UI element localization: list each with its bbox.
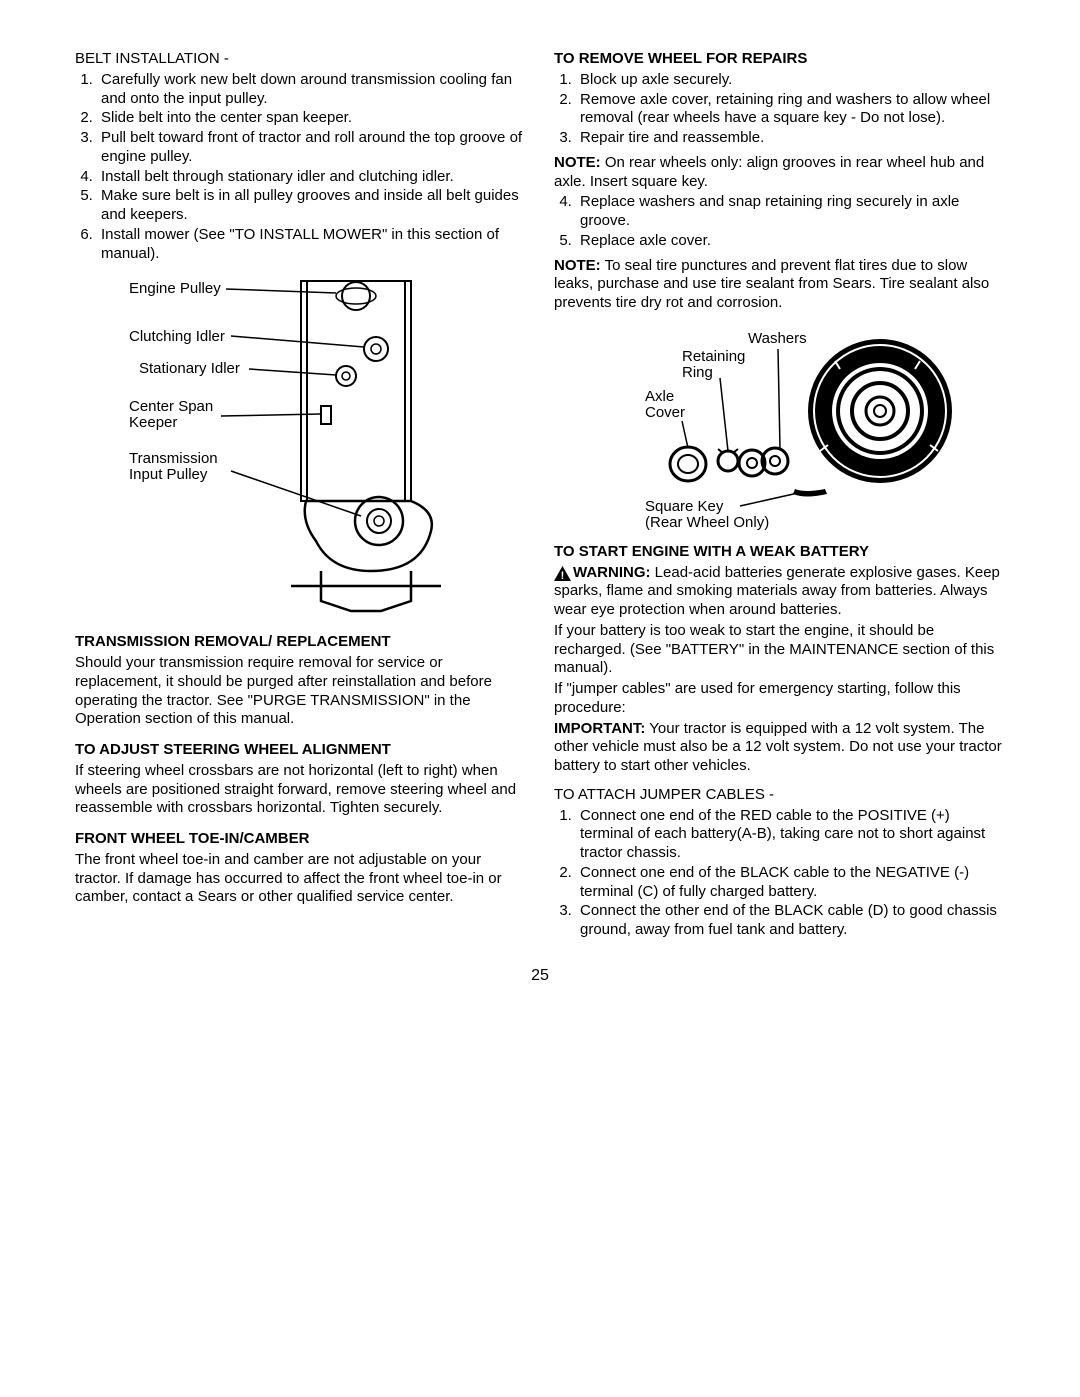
list-item: Install mower (See "TO INSTALL MOWER" in…: [97, 226, 526, 264]
wheel-diagram-svg: Washers Retaining Ring Axle Cover Square…: [580, 321, 980, 531]
label-ring: Ring: [682, 364, 713, 381]
battery-p2: If "jumper cables" are used for emergenc…: [554, 680, 1005, 718]
note-prefix: NOTE:: [554, 257, 601, 274]
left-column: BELT INSTALLATION - Carefully work new b…: [75, 50, 526, 946]
list-item: Connect one end of the BLACK cable to th…: [576, 864, 1005, 902]
label-washers: Washers: [748, 330, 807, 347]
remove-wheel-list-2: Replace washers and snap retaining ring …: [554, 193, 1005, 250]
list-item: Replace washers and snap retaining ring …: [576, 193, 1005, 231]
warning-para: ! WARNING: Lead-acid batteries generate …: [554, 564, 1005, 620]
label-retaining: Retaining: [682, 348, 745, 365]
note-text: To seal tire punctures and prevent flat …: [554, 257, 989, 312]
label-transmission: Transmission: [129, 450, 218, 467]
list-item: Connect the other end of the BLACK cable…: [576, 902, 1005, 940]
svg-text:!: !: [561, 570, 565, 581]
list-item: Repair tire and reassemble.: [576, 129, 1005, 148]
page-columns: BELT INSTALLATION - Carefully work new b…: [75, 50, 1005, 946]
list-item: Make sure belt is in all pulley grooves …: [97, 187, 526, 225]
list-item: Remove axle cover, retaining ring and wa…: [576, 91, 1005, 129]
list-item: Slide belt into the center span keeper.: [97, 109, 526, 128]
label-axle: Axle: [645, 388, 674, 405]
warning-prefix: WARNING:: [573, 564, 651, 581]
belt-diagram-svg: Engine Pulley Clutching Idler Stationary…: [121, 271, 481, 621]
warning-icon: !: [554, 566, 571, 581]
label-rear-wheel-only: (Rear Wheel Only): [645, 514, 769, 531]
label-stationary-idler: Stationary Idler: [139, 360, 240, 377]
jumper-list: Connect one end of the RED cable to the …: [554, 807, 1005, 940]
important-prefix: IMPORTANT:: [554, 720, 645, 737]
note-prefix: NOTE:: [554, 154, 601, 171]
remove-wheel-list-1: Block up axle securely. Remove axle cove…: [554, 71, 1005, 148]
note-text: On rear wheels only: align grooves in re…: [554, 154, 984, 190]
remove-wheel-title: TO REMOVE WHEEL FOR REPAIRS: [554, 50, 1005, 69]
label-input-pulley: Input Pulley: [129, 466, 208, 483]
jumper-title: TO ATTACH JUMPER CABLES -: [554, 786, 1005, 805]
list-item: Pull belt toward front of tractor and ro…: [97, 129, 526, 167]
right-column: TO REMOVE WHEEL FOR REPAIRS Block up axl…: [554, 50, 1005, 946]
list-item: Carefully work new belt down around tran…: [97, 71, 526, 109]
list-item: Block up axle securely.: [576, 71, 1005, 90]
wheel-diagram-figure: Washers Retaining Ring Axle Cover Square…: [554, 321, 1005, 531]
belt-install-list: Carefully work new belt down around tran…: [75, 71, 526, 264]
label-cover: Cover: [645, 404, 685, 421]
trans-removal-title: TRANSMISSION REMOVAL/ REPLACEMENT: [75, 633, 526, 652]
label-square-key: Square Key: [645, 498, 724, 515]
list-item: Install belt through stationary idler an…: [97, 168, 526, 187]
label-center-span: Center Span: [129, 398, 213, 415]
list-item: Replace axle cover.: [576, 232, 1005, 251]
steering-title: TO ADJUST STEERING WHEEL ALIGNMENT: [75, 741, 526, 760]
belt-install-title: BELT INSTALLATION -: [75, 50, 526, 69]
weak-battery-title: TO START ENGINE WITH A WEAK BATTERY: [554, 543, 1005, 562]
steering-body: If steering wheel crossbars are not hori…: [75, 762, 526, 818]
remove-wheel-note2: NOTE: To seal tire punctures and prevent…: [554, 257, 1005, 313]
important-para: IMPORTANT: Your tractor is equipped with…: [554, 720, 1005, 776]
trans-removal-body: Should your transmission require removal…: [75, 654, 526, 729]
list-item: Connect one end of the RED cable to the …: [576, 807, 1005, 863]
label-clutching-idler: Clutching Idler: [129, 328, 225, 345]
page-number: 25: [75, 966, 1005, 986]
remove-wheel-note1: NOTE: On rear wheels only: align grooves…: [554, 154, 1005, 192]
label-keeper: Keeper: [129, 414, 177, 431]
front-wheel-title: FRONT WHEEL TOE-IN/CAMBER: [75, 830, 526, 849]
belt-diagram-figure: Engine Pulley Clutching Idler Stationary…: [75, 271, 526, 621]
front-wheel-body: The front wheel toe-in and camber are no…: [75, 851, 526, 907]
battery-p1: If your battery is too weak to start the…: [554, 622, 1005, 678]
label-engine-pulley: Engine Pulley: [129, 280, 221, 297]
